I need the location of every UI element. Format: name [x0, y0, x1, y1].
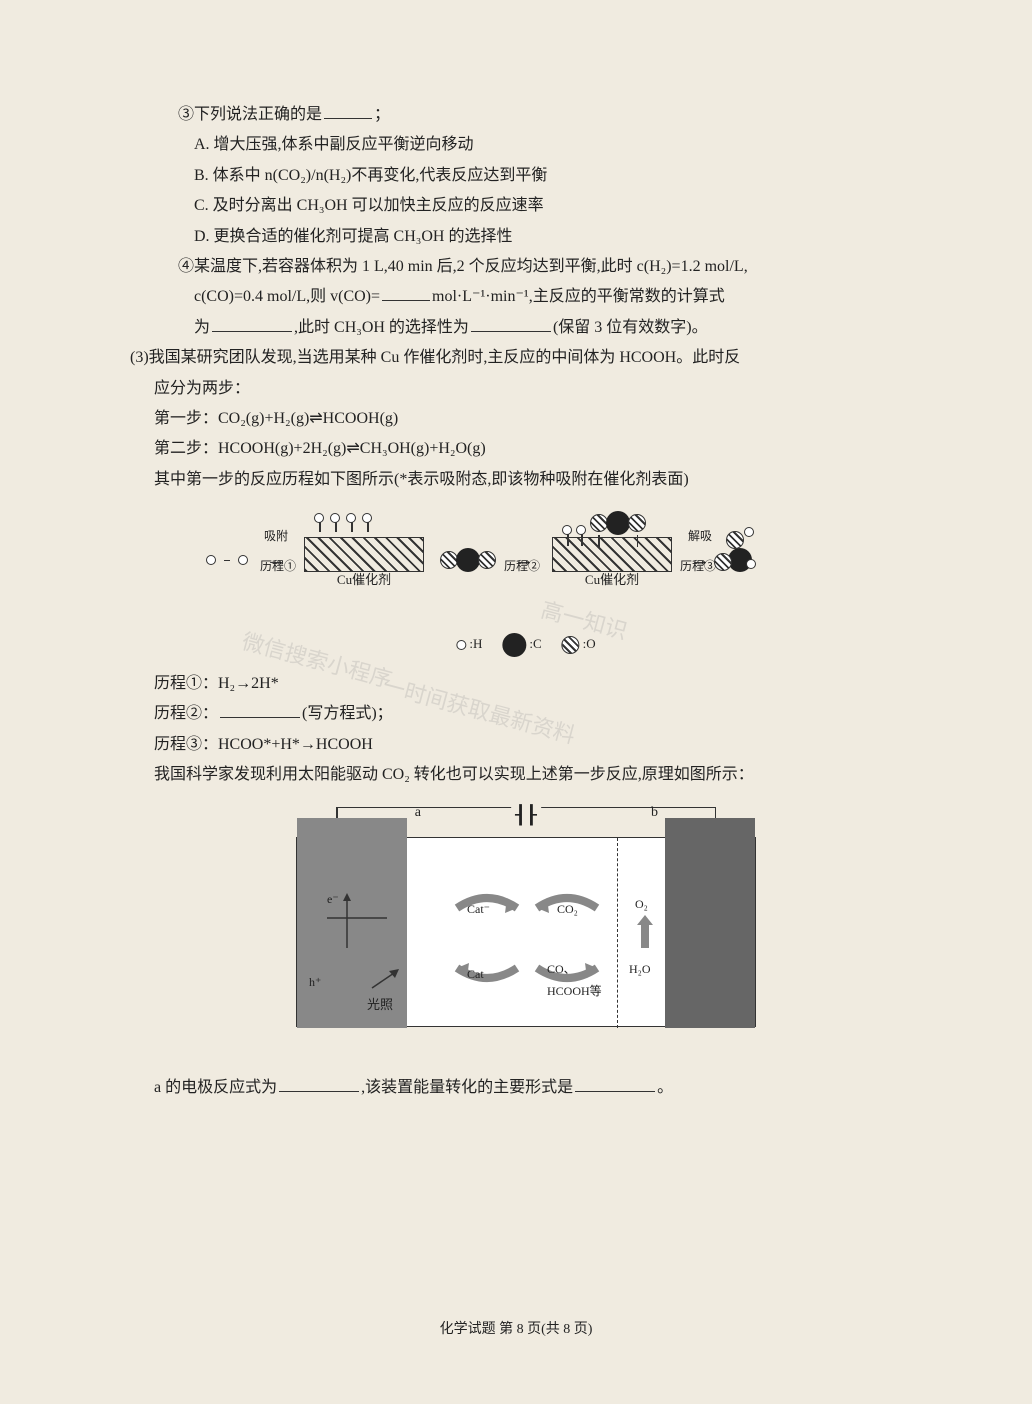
h-atom-icon	[346, 513, 356, 523]
q3-text: ③下列说法正确的是	[178, 106, 322, 123]
light-label: 光照	[367, 963, 417, 1018]
redox-cycle: Cat⁻ Cat CO₂ CO、 HCOOH等	[437, 878, 607, 998]
step2: 第二步：HCOOH(g)+2H₂(g)⇌CH₃OH(g)+H₂O(g)	[130, 434, 922, 464]
page-footer: 化学试题 第 8 页(共 8 页)	[0, 1317, 1032, 1344]
option-a: A. 增大压强,体系中副反应平衡逆向移动	[130, 130, 922, 160]
catalyst-diagram: 吸附 → 历程① Cu催化剂 → 历程②	[206, 507, 846, 657]
up-arrow-icon	[635, 913, 655, 953]
proc3-label: 历程③	[680, 555, 716, 578]
light-text: 光照	[367, 997, 393, 1012]
h-atom-icon	[206, 555, 216, 565]
q3p-line2: 应分为两步：	[130, 374, 922, 404]
co2: CO₂	[557, 898, 578, 921]
c-atom-icon	[606, 511, 630, 535]
catalyst-block: Cu催化剂	[552, 537, 672, 572]
h2o: H₂O	[629, 958, 651, 981]
o-atom-icon	[628, 514, 646, 532]
final-q: a 的电极反应式为 ,该装置能量转化的主要形式是 。	[130, 1073, 922, 1103]
blank	[220, 702, 300, 718]
electrode-b: b	[665, 818, 755, 1028]
proc1-line: 历程①：H₂→2H*	[130, 669, 922, 699]
electrode-a: a e⁻ h⁺ 光照	[297, 818, 407, 1028]
option-d: D. 更换合适的催化剂可提高 CH₃OH 的选择性	[130, 222, 922, 252]
h-atom-icon	[562, 525, 572, 535]
proc2-line: 历程②： (写方程式)；	[130, 699, 922, 729]
cell-diagram: ┨┠ a e⁻ h⁺ 光照 b	[256, 807, 796, 1057]
option-b: B. 体系中 n(CO₂)/n(H₂)不再变化,代表反应达到平衡	[130, 161, 922, 191]
step1: 第一步：CO₂(g)+H₂(g)⇌HCOOH(g)	[130, 404, 922, 434]
fq-a: a 的电极反应式为	[154, 1079, 277, 1096]
legend-o: :O	[583, 632, 596, 657]
proc3-line: 历程③：HCOO*+H*→HCOOH	[130, 730, 922, 760]
final-desc: 我国科学家发现利用太阳能驱动 CO₂ 转化也可以实现上述第一步反应,原理如图所示…	[130, 760, 922, 790]
h-atom-icon	[362, 513, 372, 523]
catalyst-label: Cu催化剂	[585, 568, 639, 593]
option-c: C. 及时分离出 CH₃OH 可以加快主反应的反应速率	[130, 191, 922, 221]
h-atom-icon	[744, 527, 754, 537]
proc2-b: (写方程式)；	[302, 705, 393, 722]
step-desc: 其中第一步的反应历程如下图所示(*表示吸附态,即该物种吸附在催化剂表面)	[130, 465, 922, 495]
c-atom-icon	[456, 548, 480, 572]
q4-unit: mol·L⁻¹·min⁻¹,主反应的平衡常数的计算式	[432, 288, 725, 305]
q3p-line1: (3)我国某研究团队发现,当选用某种 Cu 作催化剂时,主反应的中间体为 HCO…	[130, 343, 922, 373]
q4-d: ,此时 CH₃OH 的选择性为	[294, 319, 469, 336]
membrane	[617, 838, 618, 1028]
legend-h: :H	[469, 632, 482, 657]
q4-line3: 为 ,此时 CH₃OH 的选择性为 (保留 3 位有效数字)。	[130, 313, 922, 343]
cat-minus: Cat⁻	[467, 898, 490, 921]
catalyst-label: Cu催化剂	[337, 568, 391, 593]
adsorb-label: 吸附	[264, 525, 288, 548]
h-atom-icon	[330, 513, 340, 523]
cell-body: a e⁻ h⁺ 光照 b	[296, 837, 756, 1027]
o-atom-icon	[478, 551, 496, 569]
blank	[279, 1076, 359, 1092]
cat: Cat	[467, 963, 484, 986]
h-atom-icon	[456, 640, 466, 650]
label-b: b	[651, 800, 658, 827]
fq-b: ,该装置能量转化的主要形式是	[361, 1079, 573, 1096]
co-hcooh: CO、 HCOOH等	[547, 958, 602, 1004]
h-atom-icon	[238, 555, 248, 565]
q4-line2: c(CO)=0.4 mol/L,则 v(CO)= mol·L⁻¹·min⁻¹,主反…	[130, 282, 922, 312]
q4-e: (保留 3 位有效数字)。	[553, 319, 708, 336]
fq-c: 。	[657, 1079, 673, 1096]
legend-c: :C	[529, 632, 541, 657]
o-atom-icon	[726, 531, 744, 549]
h-atom-icon	[576, 525, 586, 535]
o-atom-icon	[562, 636, 580, 654]
blank	[471, 316, 551, 332]
label-a: a	[415, 800, 421, 827]
proc2-label: 历程②	[504, 555, 540, 578]
desorb-label: 解吸	[688, 525, 712, 548]
light-arrow-icon	[367, 963, 417, 993]
blank	[575, 1076, 655, 1092]
o-atom-icon	[714, 553, 732, 571]
proc2-a: 历程②：	[154, 705, 218, 722]
q3-stem: ③下列说法正确的是；	[130, 100, 922, 130]
q4-c: 为	[194, 319, 210, 336]
c-atom-icon	[502, 633, 526, 657]
h-atom-icon	[314, 513, 324, 523]
q4-b: c(CO)=0.4 mol/L,则 v(CO)=	[194, 288, 380, 305]
proc1-label: 历程①	[260, 555, 296, 578]
legend: :H :C :O	[456, 632, 595, 657]
bond-icon	[224, 560, 230, 562]
q4-line1: ④某温度下,若容器体积为 1 L,40 min 后,2 个反应均达到平衡,此时 …	[130, 252, 922, 282]
catalyst-block: Cu催化剂	[304, 537, 424, 572]
blank	[212, 316, 292, 332]
h-atom-icon	[746, 559, 756, 569]
battery-icon: ┨┠	[511, 798, 541, 832]
blank	[324, 103, 372, 119]
blank	[382, 285, 430, 301]
